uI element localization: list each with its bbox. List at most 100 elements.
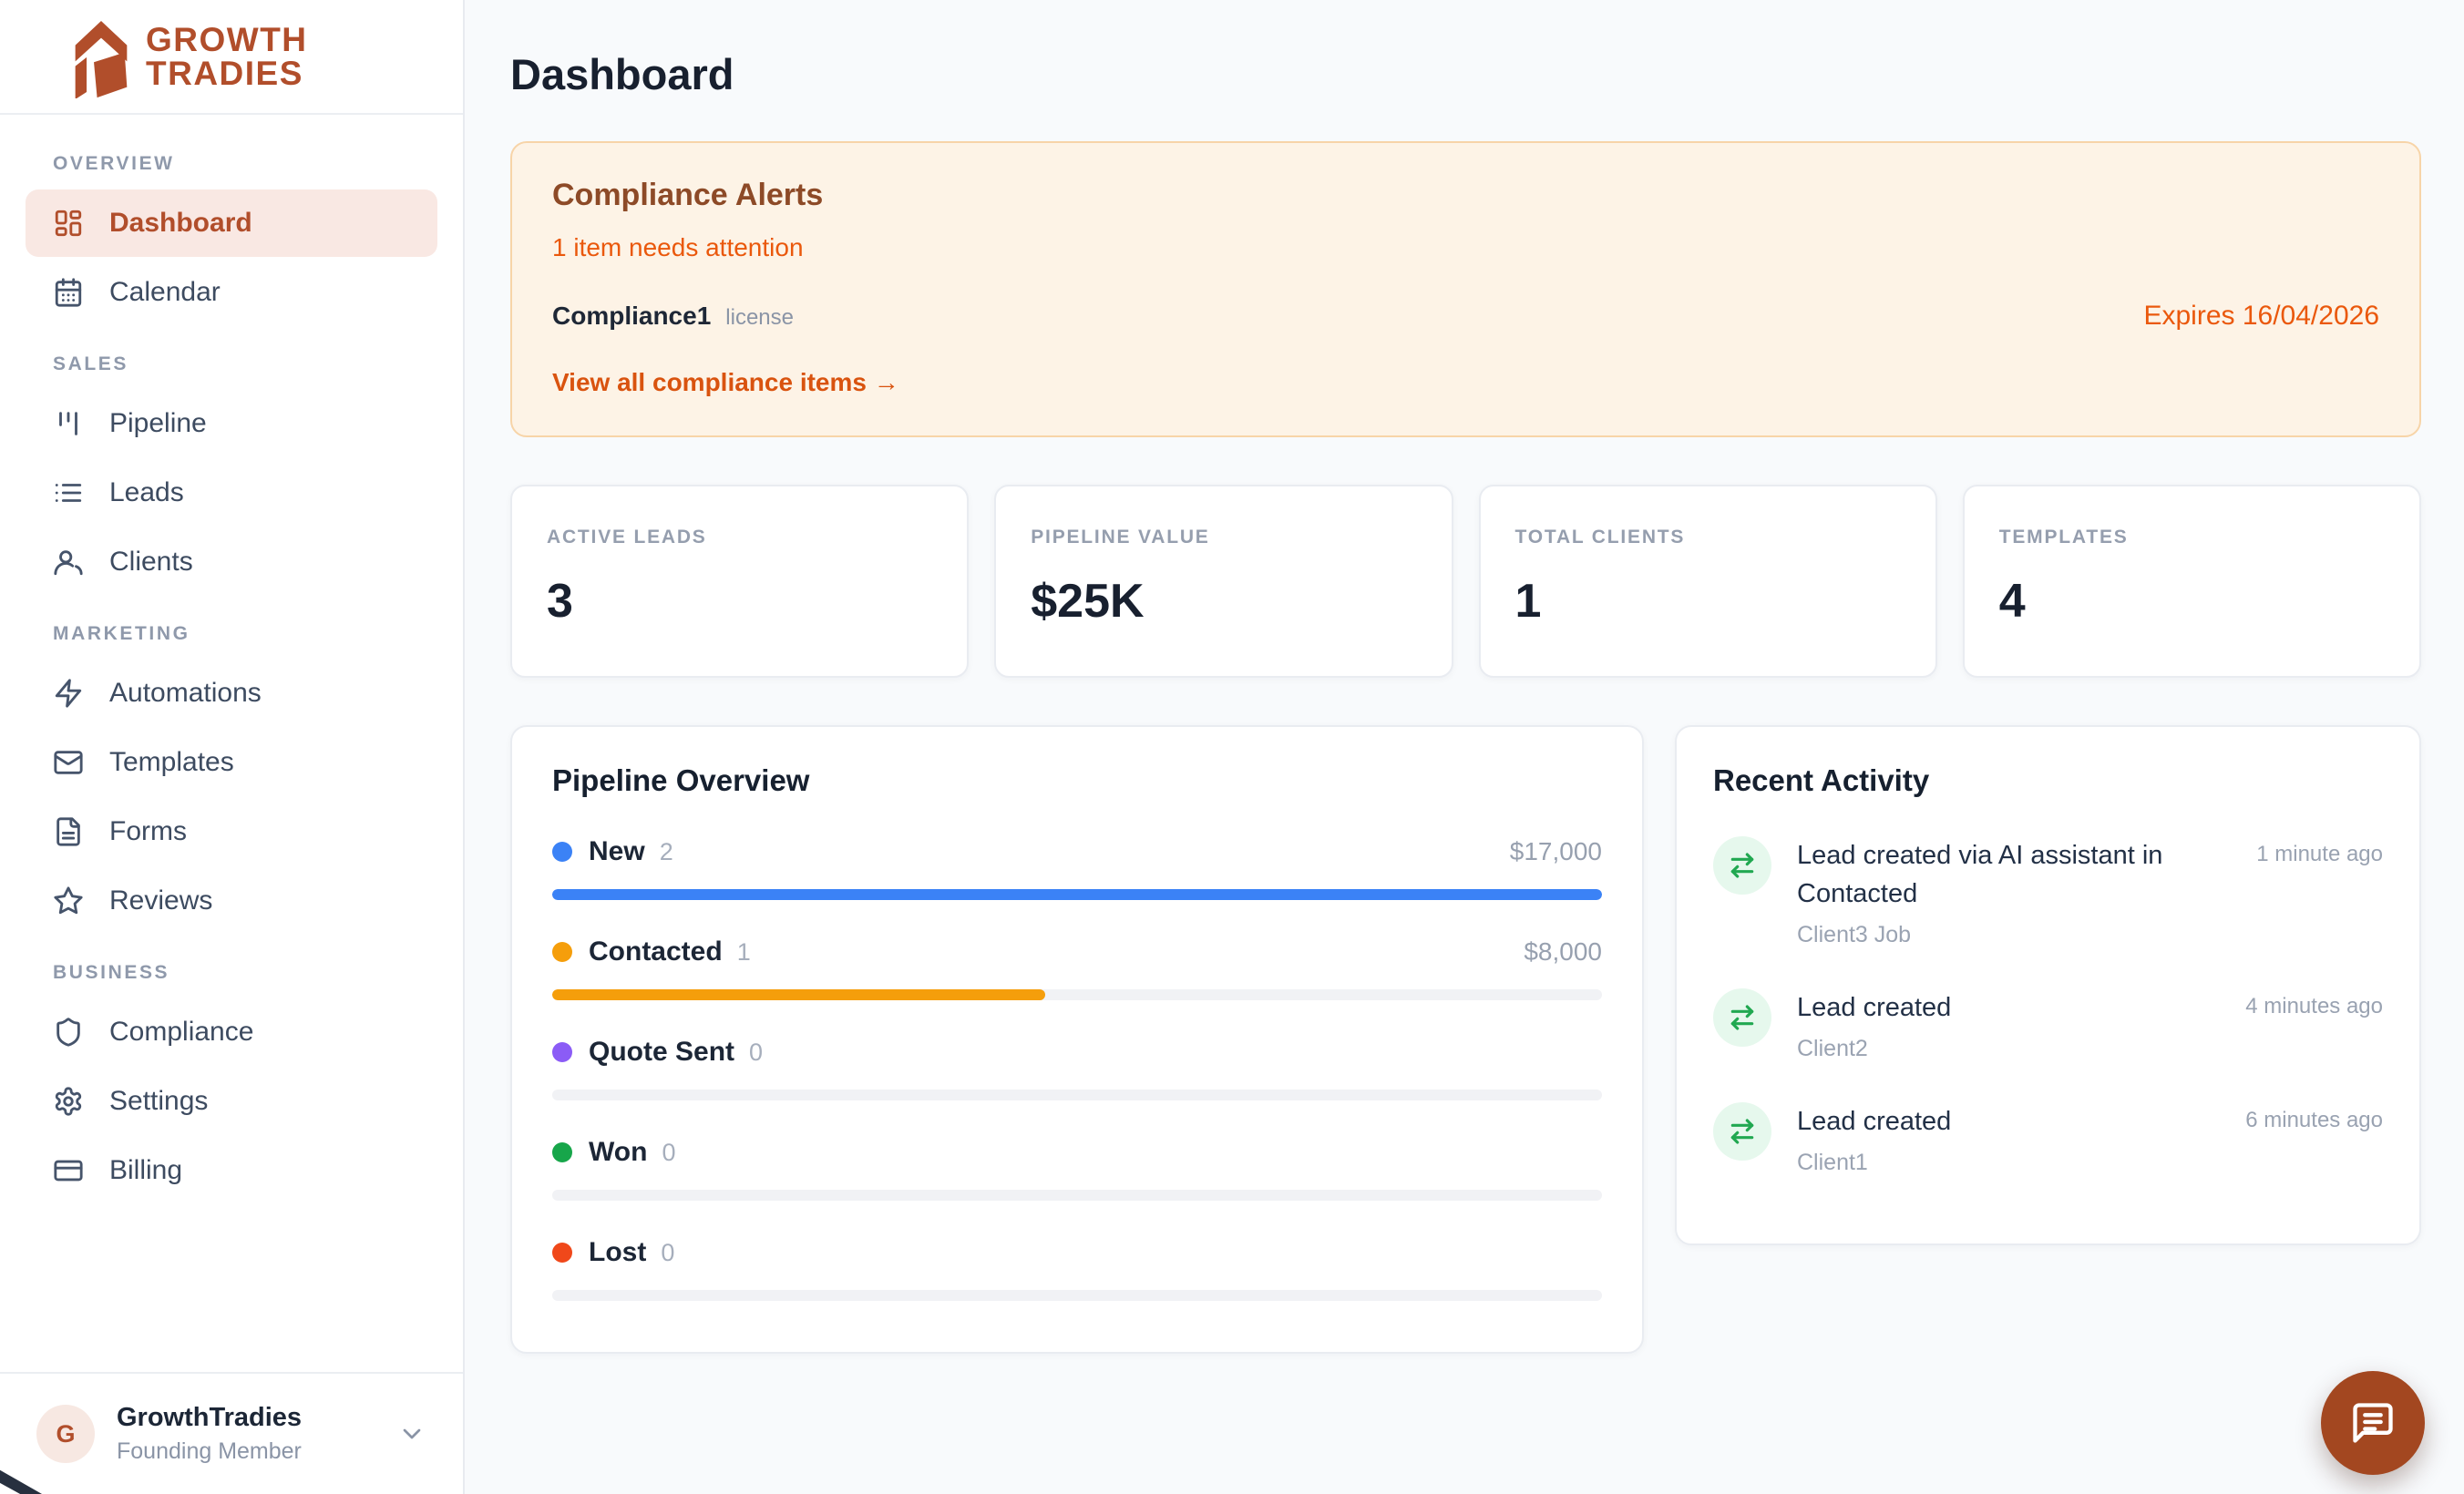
stage-label: Quote Sent — [589, 1037, 735, 1067]
sidebar-item-label: Forms — [109, 816, 187, 846]
stat-label: Pipeline Value — [1031, 527, 1210, 547]
sidebar-item-compliance[interactable]: Compliance — [26, 998, 437, 1066]
chevron-down-icon — [403, 1428, 421, 1439]
gear-icon — [55, 1087, 82, 1116]
stat-label: Templates — [1998, 527, 2129, 547]
sidebar-item-label: Dashboard — [109, 208, 252, 238]
pipeline-card-title: Pipeline Overview — [552, 763, 810, 797]
user-name: GrowthTradies — [117, 1403, 303, 1432]
activity-subtitle: Client3 Job — [1797, 922, 1912, 948]
stage-label: Contacted — [589, 936, 723, 967]
sidebar-item-label: Templates — [109, 747, 234, 777]
stage-label: Won — [589, 1137, 648, 1167]
activity-item: Lead created 6 minutes ago Client1 — [1713, 1102, 2383, 1176]
compliance-expiry: Expires 16/04/2026 — [2143, 301, 2379, 331]
avatar: G — [36, 1405, 95, 1463]
stat-value: 4 — [1998, 575, 2026, 628]
growth-tradies-logo-icon — [75, 21, 128, 98]
sidebar: GROWTH TRADIES Overview Dashboard Calend… — [0, 0, 465, 1494]
sidebar-item-pipeline[interactable]: Pipeline — [26, 390, 437, 457]
stat-value: $25K — [1031, 575, 1145, 628]
nav-section-marketing: Marketing — [53, 623, 190, 644]
brand-wordmark: GROWTH TRADIES — [146, 21, 308, 92]
pipeline-stage-won: Won 0 — [552, 1137, 1602, 1201]
user-role: Founding Member — [117, 1438, 302, 1464]
sidebar-item-dashboard[interactable]: Dashboard — [26, 189, 437, 257]
activity-time: 1 minute ago — [2256, 842, 2383, 866]
sidebar-nav: Overview Dashboard Calendar Sales Pipeli… — [0, 115, 463, 1372]
stage-bar — [552, 1190, 1602, 1201]
stage-count: 0 — [661, 1238, 675, 1266]
view-all-compliance-link[interactable]: View all compliance items → — [552, 368, 899, 396]
sidebar-item-settings[interactable]: Settings — [26, 1068, 437, 1135]
pipeline-stage-new: New 2 $17,000 — [552, 836, 1602, 900]
list-icon — [55, 484, 82, 502]
kanban-bars-icon — [59, 412, 77, 435]
main-content: Dashboard Compliance Alerts 1 item needs… — [465, 0, 2464, 1494]
zap-icon — [55, 679, 82, 708]
sidebar-item-label: Pipeline — [109, 408, 207, 438]
stat-card-pipeline-value: Pipeline Value $25K — [994, 485, 1453, 678]
pipeline-overview-card: Pipeline Overview New 2 $17,000 Contacte… — [510, 725, 1644, 1354]
chat-bubble-icon — [2353, 1403, 2393, 1443]
sidebar-item-reviews[interactable]: Reviews — [26, 867, 437, 935]
star-icon — [54, 886, 83, 915]
user-menu[interactable]: G GrowthTradies Founding Member — [0, 1372, 463, 1494]
stage-dot — [552, 942, 572, 962]
calendar-icon — [55, 278, 82, 307]
stat-card-active-leads: Active Leads 3 — [510, 485, 970, 678]
sidebar-item-calendar[interactable]: Calendar — [26, 259, 437, 326]
compliance-item-row: Compliance1 license Expires 16/04/2026 — [552, 301, 2379, 332]
stats-row: Active Leads 3 Pipeline Value $25K Total… — [510, 485, 2421, 678]
sidebar-item-automations[interactable]: Automations — [26, 660, 437, 727]
sidebar-item-clients[interactable]: Clients — [26, 528, 437, 596]
activity-title: Lead created via AI assistant in Contact… — [1797, 841, 2163, 909]
banner-title: Compliance Alerts — [552, 178, 824, 212]
stage-bar — [552, 1090, 1602, 1100]
nav-section-business: Business — [53, 962, 170, 983]
sidebar-item-billing[interactable]: Billing — [26, 1137, 437, 1204]
stage-bar — [552, 989, 1602, 1000]
brand-logo[interactable]: GROWTH TRADIES — [0, 0, 463, 115]
file-text-icon — [56, 817, 80, 846]
activity-icon-badge — [1713, 988, 1771, 1048]
activity-title: Lead created — [1797, 1107, 1952, 1137]
compliance-item-type: license — [725, 305, 794, 330]
stage-count: 0 — [662, 1138, 676, 1166]
stat-card-total-clients: Total Clients 1 — [1478, 485, 1937, 678]
pipeline-stage-contacted: Contacted 1 $8,000 — [552, 936, 1602, 1000]
credit-card-icon — [54, 1160, 83, 1182]
recent-activity-card: Recent Activity Lead created via AI assi… — [1675, 725, 2421, 1246]
stage-count: 0 — [749, 1038, 764, 1066]
user-info: GrowthTradies Founding Member — [117, 1403, 302, 1465]
compliance-item: Compliance1 license — [552, 302, 794, 331]
pipeline-stage-lost: Lost 0 — [552, 1237, 1602, 1301]
nav-section-overview: Overview — [53, 153, 175, 174]
pipeline-stage-quote-sent: Quote Sent 0 — [552, 1037, 1602, 1100]
sidebar-item-label: Leads — [109, 477, 184, 507]
stage-label: New — [589, 836, 645, 866]
activity-item: Lead created 4 minutes ago Client2 — [1713, 988, 2383, 1062]
chat-fab-button[interactable] — [2321, 1371, 2425, 1475]
sidebar-item-label: Calendar — [109, 277, 221, 307]
activity-subtitle: Client2 — [1797, 1036, 1868, 1062]
activity-subtitle: Client1 — [1797, 1150, 1868, 1176]
sidebar-item-forms[interactable]: Forms — [26, 798, 437, 865]
activity-time: 6 minutes ago — [2245, 1108, 2383, 1133]
stage-value: $8,000 — [1524, 937, 1602, 966]
stage-dot — [552, 842, 572, 862]
sidebar-item-label: Settings — [109, 1086, 209, 1116]
sidebar-item-label: Automations — [109, 678, 262, 708]
sidebar-item-leads[interactable]: Leads — [26, 459, 437, 527]
sidebar-item-label: Reviews — [109, 885, 213, 916]
activity-card-title: Recent Activity — [1713, 763, 1930, 797]
arrow-right-left-icon — [1730, 1119, 1754, 1144]
sidebar-item-templates[interactable]: Templates — [26, 729, 437, 796]
stage-value: $17,000 — [1509, 837, 1602, 865]
stage-bar — [552, 889, 1602, 900]
stage-dot — [552, 1243, 572, 1263]
stat-value: 1 — [1514, 575, 1542, 628]
stage-count: 1 — [736, 937, 751, 966]
stage-count: 2 — [659, 837, 673, 865]
stat-value: 3 — [547, 575, 573, 628]
